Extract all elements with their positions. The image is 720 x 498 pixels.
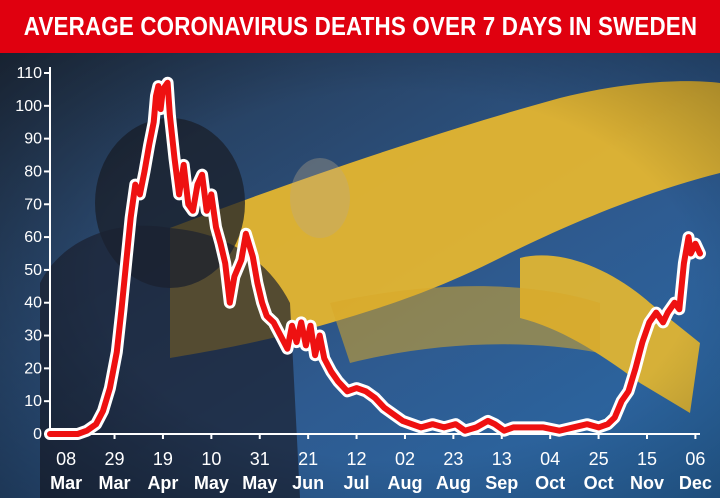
x-tick-label-month: Mar — [99, 473, 131, 493]
x-tick-label-day: 23 — [443, 449, 463, 469]
x-tick-label-month: Aug — [387, 473, 422, 493]
y-tick-label: 40 — [24, 295, 42, 312]
y-tick-label: 50 — [24, 262, 42, 279]
x-tick-label-day: 04 — [540, 449, 560, 469]
x-tick-label-day: 15 — [637, 449, 657, 469]
y-tick-label: 90 — [24, 131, 42, 148]
x-tick-label-day: 31 — [250, 449, 270, 469]
x-tick-label-month: Oct — [584, 473, 614, 493]
x-tick-label-month: Dec — [679, 473, 712, 493]
chart-title-bar: AVERAGE CORONAVIRUS DEATHS OVER 7 DAYS I… — [0, 0, 720, 53]
y-axis-tick-labels: 0 10 20 30 40 50 60 70 80 90 100 110 — [15, 65, 50, 443]
x-tick-label-month: Mar — [50, 473, 82, 493]
x-tick-label-day: 12 — [347, 449, 367, 469]
x-tick-label-day: 25 — [589, 449, 609, 469]
x-tick-label-month: Jun — [292, 473, 324, 493]
x-tick-label-day: 06 — [685, 449, 705, 469]
y-tick-label: 100 — [15, 98, 42, 115]
x-tick-label-month: Oct — [535, 473, 565, 493]
x-tick-label-day: 02 — [395, 449, 415, 469]
series-group — [44, 76, 706, 440]
x-tick-label-day: 29 — [105, 449, 125, 469]
x-tick-label-month: Jul — [344, 473, 370, 493]
y-tick-label: 110 — [16, 65, 42, 82]
swedish-flag-background — [0, 53, 720, 498]
x-tick-label-day: 19 — [153, 449, 173, 469]
x-tick-label-day: 13 — [492, 449, 512, 469]
x-tick-label-month: Apr — [147, 473, 178, 493]
x-tick-label-month: Nov — [630, 473, 664, 493]
x-tick-label-day: 10 — [201, 449, 221, 469]
x-tick-label-month: Sep — [485, 473, 518, 493]
x-axis-tick-labels: 08 Mar 29 Mar 19 Apr 10 May 31 May 21 Jun 12 Jul 02 Aug… — [50, 434, 712, 493]
y-tick-label: 70 — [24, 196, 42, 213]
y-tick-label: 80 — [24, 163, 42, 180]
x-tick-label-day: 21 — [298, 449, 318, 469]
y-tick-label: 20 — [24, 360, 42, 377]
axes — [49, 67, 700, 435]
chart-title: AVERAGE CORONAVIRUS DEATHS OVER 7 DAYS I… — [23, 11, 697, 41]
x-tick-label-month: May — [242, 473, 277, 493]
y-tick-label: 60 — [24, 229, 42, 246]
series-line — [47, 79, 703, 437]
line-chart: 0 10 20 30 40 50 60 70 80 90 100 110 08 Mar 29 Mar 19 Ap… — [0, 53, 720, 498]
x-tick-label-day: 08 — [56, 449, 76, 469]
y-tick-label: 0 — [33, 426, 42, 443]
x-tick-label-month: Aug — [436, 473, 471, 493]
x-tick-label-month: May — [194, 473, 229, 493]
y-tick-label: 10 — [24, 393, 42, 410]
y-tick-label: 30 — [24, 328, 42, 345]
